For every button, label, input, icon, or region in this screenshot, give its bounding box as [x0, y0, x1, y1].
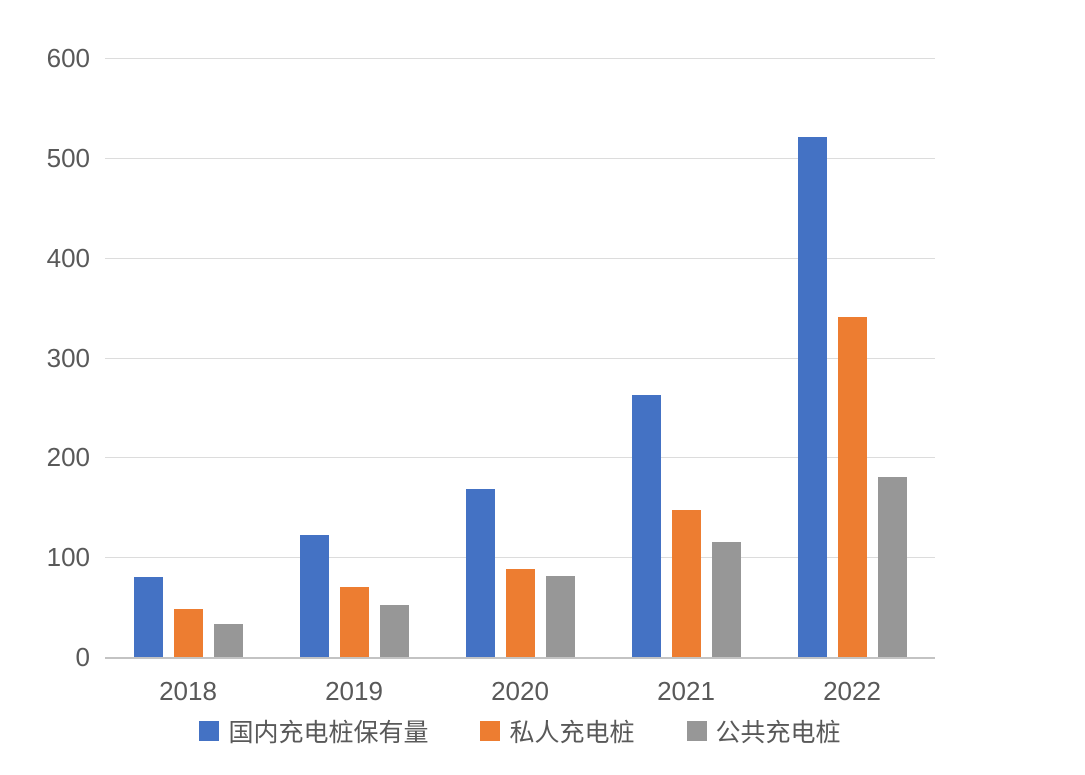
gridline-y600	[105, 58, 935, 59]
x-tick-label-2021: 2021	[657, 676, 715, 706]
bar-group-2022	[769, 58, 935, 657]
legend-label: 公共充电桩	[715, 719, 841, 747]
bar-series2-2022	[877, 477, 907, 657]
x-tick-label-2019: 2019	[325, 676, 383, 706]
y-tick-label: 400	[46, 242, 90, 273]
bar-series1-2019	[339, 587, 369, 657]
y-tick-label: 0	[75, 642, 90, 672]
gridline-y400	[105, 257, 935, 259]
legend-item-0: 国内充电桩保有量	[199, 713, 428, 749]
gridline-y500	[105, 157, 935, 159]
legend: 国内充电桩保有量 私人充电桩 公共充电桩	[105, 713, 935, 749]
bar-series0-2018	[133, 577, 163, 657]
legend-swatch-icon	[480, 721, 501, 741]
bar-series1-2021	[671, 510, 701, 657]
bar-series0-2019	[299, 535, 329, 657]
gridline-y0	[105, 657, 935, 659]
legend-swatch-icon	[199, 721, 220, 741]
bar-series2-2020	[545, 576, 575, 657]
y-tick-label: 200	[46, 442, 90, 473]
legend-swatch-icon	[686, 721, 707, 741]
legend-label: 私人充电桩	[509, 719, 635, 747]
x-tick-label-2022: 2022	[823, 676, 881, 706]
bar-series1-2018	[173, 609, 203, 657]
bar-series0-2020	[465, 489, 495, 657]
bar-series1-2020	[505, 569, 535, 657]
bar-series2-2021	[711, 542, 741, 657]
bar-series0-2021	[631, 395, 661, 657]
bar-group-2021	[603, 58, 769, 657]
x-tick-label-2020: 2020	[491, 676, 549, 706]
y-tick-label: 600	[46, 43, 90, 73]
legend-item-1: 私人充电桩	[480, 713, 635, 749]
bar-series2-2019	[379, 605, 409, 657]
y-tick-label: 300	[46, 342, 90, 373]
bar-series2-2018	[213, 624, 243, 657]
gridline-y300	[105, 357, 935, 359]
y-tick-label: 100	[46, 542, 90, 573]
bar-group-2019	[271, 58, 437, 657]
bar-series1-2022	[837, 316, 867, 657]
bar-group-2018	[105, 58, 271, 657]
plot-area	[105, 58, 935, 659]
bar-series0-2022	[797, 136, 827, 657]
y-tick-label: 500	[46, 142, 90, 173]
legend-item-2: 公共充电桩	[686, 713, 841, 749]
legend-label: 国内充电桩保有量	[228, 719, 429, 747]
x-tick-label-2018: 2018	[159, 676, 217, 706]
gridline-y100	[105, 557, 935, 559]
bar-group-2020	[437, 58, 603, 657]
gridline-y200	[105, 457, 935, 459]
